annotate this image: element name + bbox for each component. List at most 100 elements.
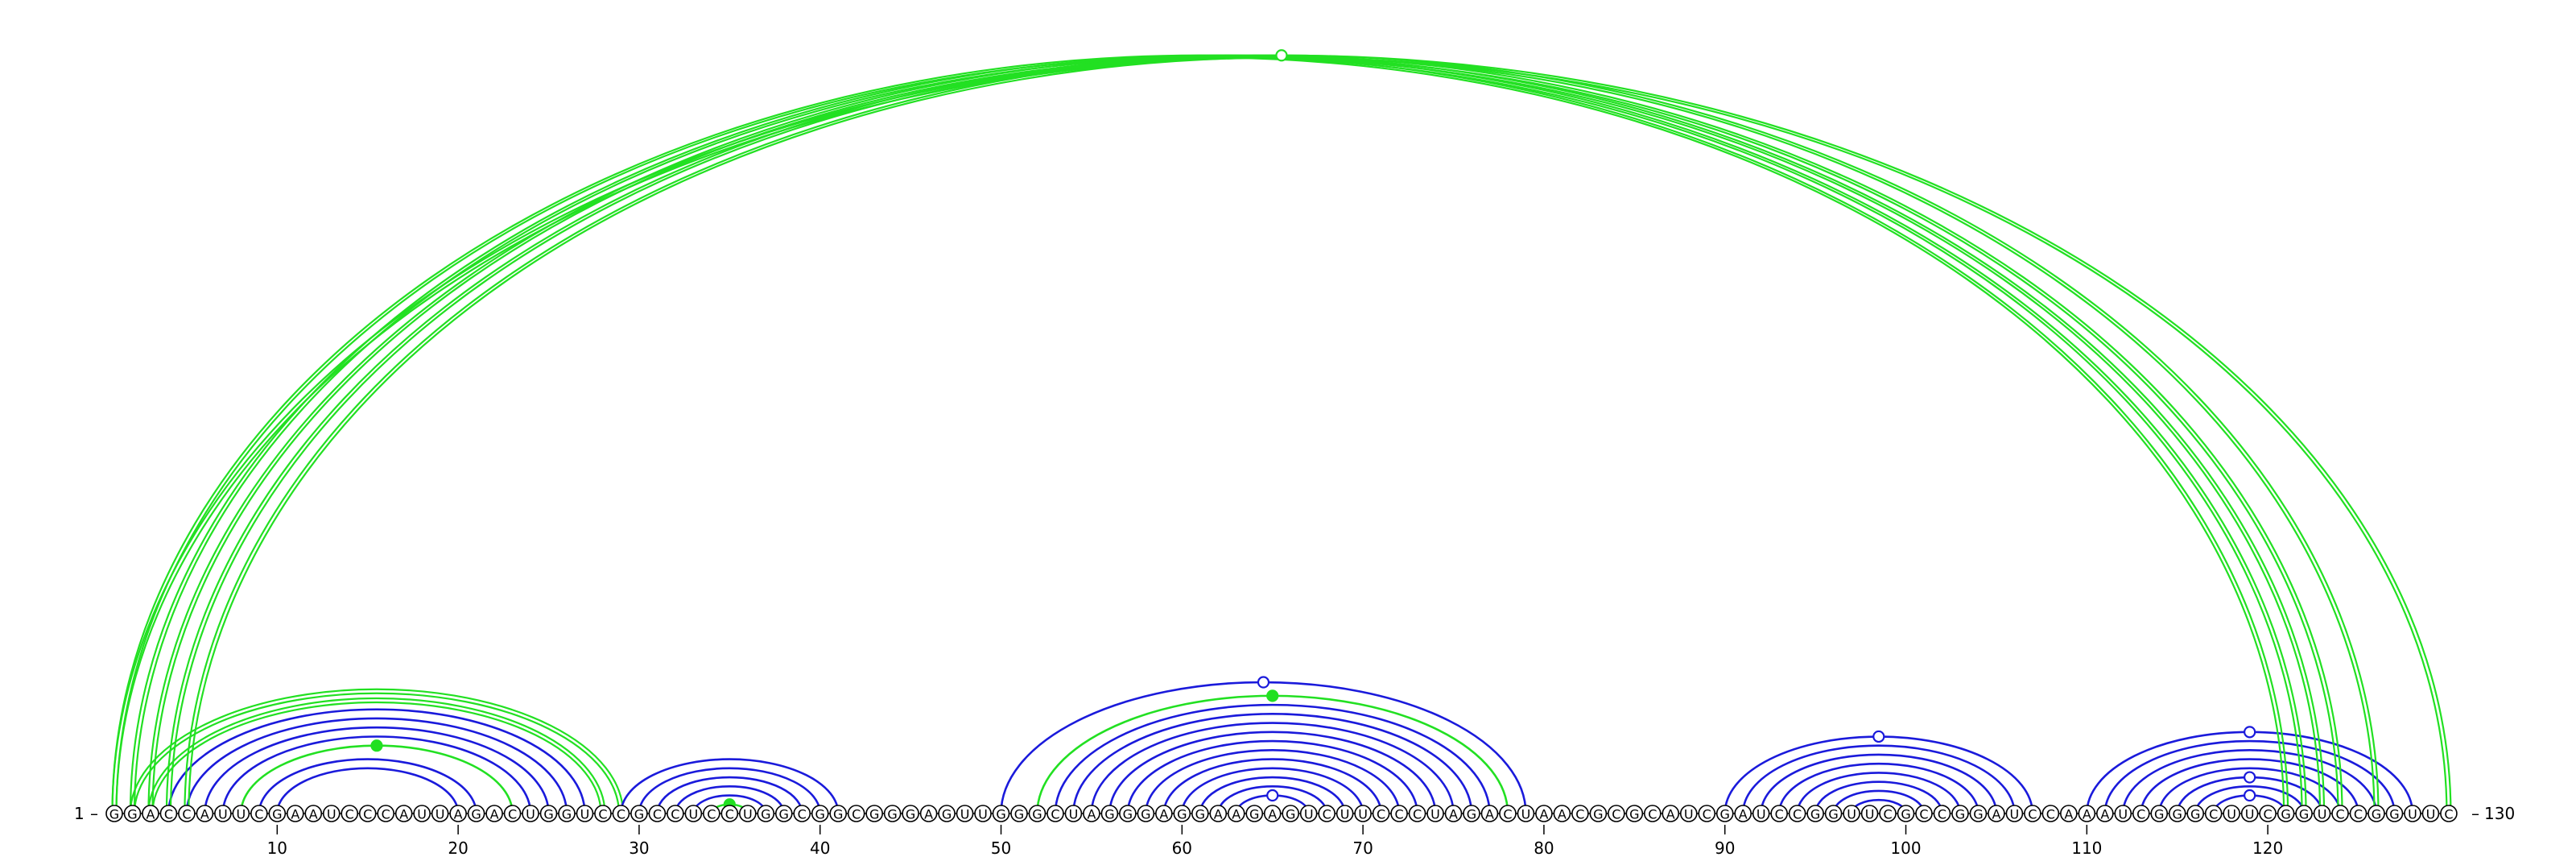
svg-text:A: A: [2064, 807, 2073, 822]
base-pair-arc: [184, 54, 2380, 814]
sequence-start-dash: –: [90, 804, 98, 823]
svg-text:G: G: [543, 807, 553, 822]
svg-text:50: 50: [991, 838, 1011, 857]
svg-text:G: G: [1955, 807, 1965, 822]
nucleotide: A: [2060, 805, 2078, 822]
nucleotide: G: [1951, 805, 1969, 822]
svg-text:G: G: [2173, 807, 2182, 822]
nucleotide: C: [1318, 805, 1335, 822]
base-pair-arc: [1162, 758, 1382, 814]
svg-text:G: G: [1828, 807, 1838, 822]
nucleotide: U: [522, 805, 539, 822]
base-pair-arc: [111, 54, 2452, 814]
nucleotide: U: [2005, 805, 2024, 822]
svg-text:U: U: [218, 807, 228, 822]
svg-text:A: A: [146, 807, 155, 822]
base-pair-arc: [1126, 739, 1418, 814]
svg-text:U: U: [526, 807, 535, 822]
svg-text:G: G: [1104, 807, 1114, 822]
svg-text:C: C: [725, 807, 734, 822]
base-pair-arc: [1796, 772, 1962, 814]
svg-text:A: A: [200, 807, 209, 822]
svg-text:G: G: [942, 807, 952, 822]
svg-text:U: U: [1757, 807, 1766, 822]
svg-text:C: C: [707, 807, 716, 822]
base-pair-arc: [165, 54, 2343, 814]
svg-text:A: A: [309, 807, 318, 822]
base-pair-arc: [1777, 762, 1979, 814]
svg-text:100: 100: [1890, 838, 1921, 857]
svg-text:U: U: [2227, 807, 2236, 822]
svg-text:A: A: [1087, 807, 1096, 822]
nucleotide: G: [1173, 805, 1191, 822]
nucleotide: C: [1390, 805, 1408, 822]
svg-text:A: A: [291, 807, 299, 822]
nucleotide: U: [974, 805, 992, 822]
nucleotide: U: [684, 805, 703, 822]
nucleotide: C: [2041, 805, 2060, 822]
base-pair-arc: [2157, 767, 2342, 814]
nucleotide: A: [1535, 805, 1553, 822]
nucleotide: A: [1480, 805, 1499, 822]
position-tick: 70: [1352, 825, 1373, 857]
svg-text:A: A: [399, 807, 408, 822]
base-pair-arc: [1216, 785, 1328, 814]
base-pair-arc: [1108, 731, 1437, 814]
nucleotide: G: [467, 805, 485, 822]
nucleotide: C: [1408, 805, 1426, 822]
svg-text:U: U: [2245, 807, 2255, 822]
nucleotide: A: [1209, 805, 1228, 822]
svg-text:U: U: [436, 807, 445, 822]
nucleotide: C: [594, 805, 612, 822]
nucleotide: C: [720, 805, 739, 822]
svg-text:20: 20: [448, 838, 468, 857]
svg-text:U: U: [2426, 807, 2436, 822]
nucleotide: C: [1046, 805, 1064, 822]
position-tick: 120: [2252, 825, 2283, 857]
svg-text:U: U: [2408, 807, 2417, 822]
svg-text:U: U: [1684, 807, 1694, 822]
sequence-start-label: 1: [74, 804, 85, 823]
svg-text:30: 30: [629, 838, 649, 857]
nucleotide: A: [304, 805, 323, 822]
svg-text:G: G: [761, 807, 770, 822]
svg-text:C: C: [508, 807, 517, 822]
svg-text:C: C: [1051, 807, 1059, 822]
nucleotide: G: [2277, 805, 2295, 822]
nucleotide: G: [1589, 805, 1608, 822]
nucleotide: C: [1644, 805, 1662, 822]
nucleotide: G: [1969, 805, 1988, 822]
nucleotide: C: [178, 805, 196, 822]
svg-text:A: A: [490, 807, 499, 822]
nucleotide: U: [1752, 805, 1770, 822]
nucleotide: U: [1860, 805, 1879, 822]
svg-text:C: C: [598, 807, 607, 822]
nucleotide: U: [2114, 805, 2132, 822]
nucleotide: U: [1517, 805, 1535, 822]
nucleotide: G: [630, 805, 648, 822]
nucleotide: A: [1553, 805, 1571, 822]
svg-text:G: G: [1467, 807, 1476, 822]
base-pair-arc: [620, 758, 840, 814]
base-pair-arc: [147, 697, 606, 814]
nucleotide: U: [1354, 805, 1372, 822]
base-pair-arc: [1724, 735, 2034, 814]
position-tick: 30: [629, 825, 650, 857]
nucleotide: G: [2385, 805, 2404, 822]
svg-text:C: C: [2136, 807, 2145, 822]
base-pair-arcs: [111, 54, 2452, 814]
svg-text:A: A: [1739, 807, 1748, 822]
svg-text:U: U: [2118, 807, 2128, 822]
svg-text:C: C: [182, 807, 191, 822]
nucleotide: C: [612, 805, 630, 822]
nucleotide: G: [105, 805, 123, 822]
svg-text:C: C: [363, 807, 372, 822]
base-pair-arc: [1741, 744, 2016, 814]
position-tick: 110: [2071, 825, 2102, 857]
nucleotide: A: [196, 805, 214, 822]
svg-text:U: U: [689, 807, 699, 822]
svg-text:A: A: [924, 807, 933, 822]
svg-text:U: U: [1847, 807, 1856, 822]
svg-text:90: 90: [1715, 838, 1735, 857]
